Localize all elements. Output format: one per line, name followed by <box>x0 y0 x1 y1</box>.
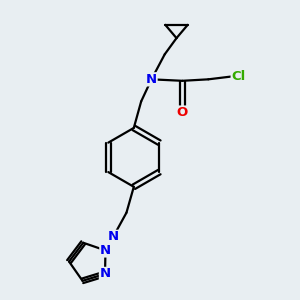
Text: N: N <box>100 267 111 280</box>
Text: Cl: Cl <box>231 70 245 83</box>
Text: N: N <box>100 244 111 257</box>
Text: N: N <box>108 230 119 243</box>
Text: N: N <box>146 73 157 86</box>
Text: O: O <box>177 106 188 119</box>
